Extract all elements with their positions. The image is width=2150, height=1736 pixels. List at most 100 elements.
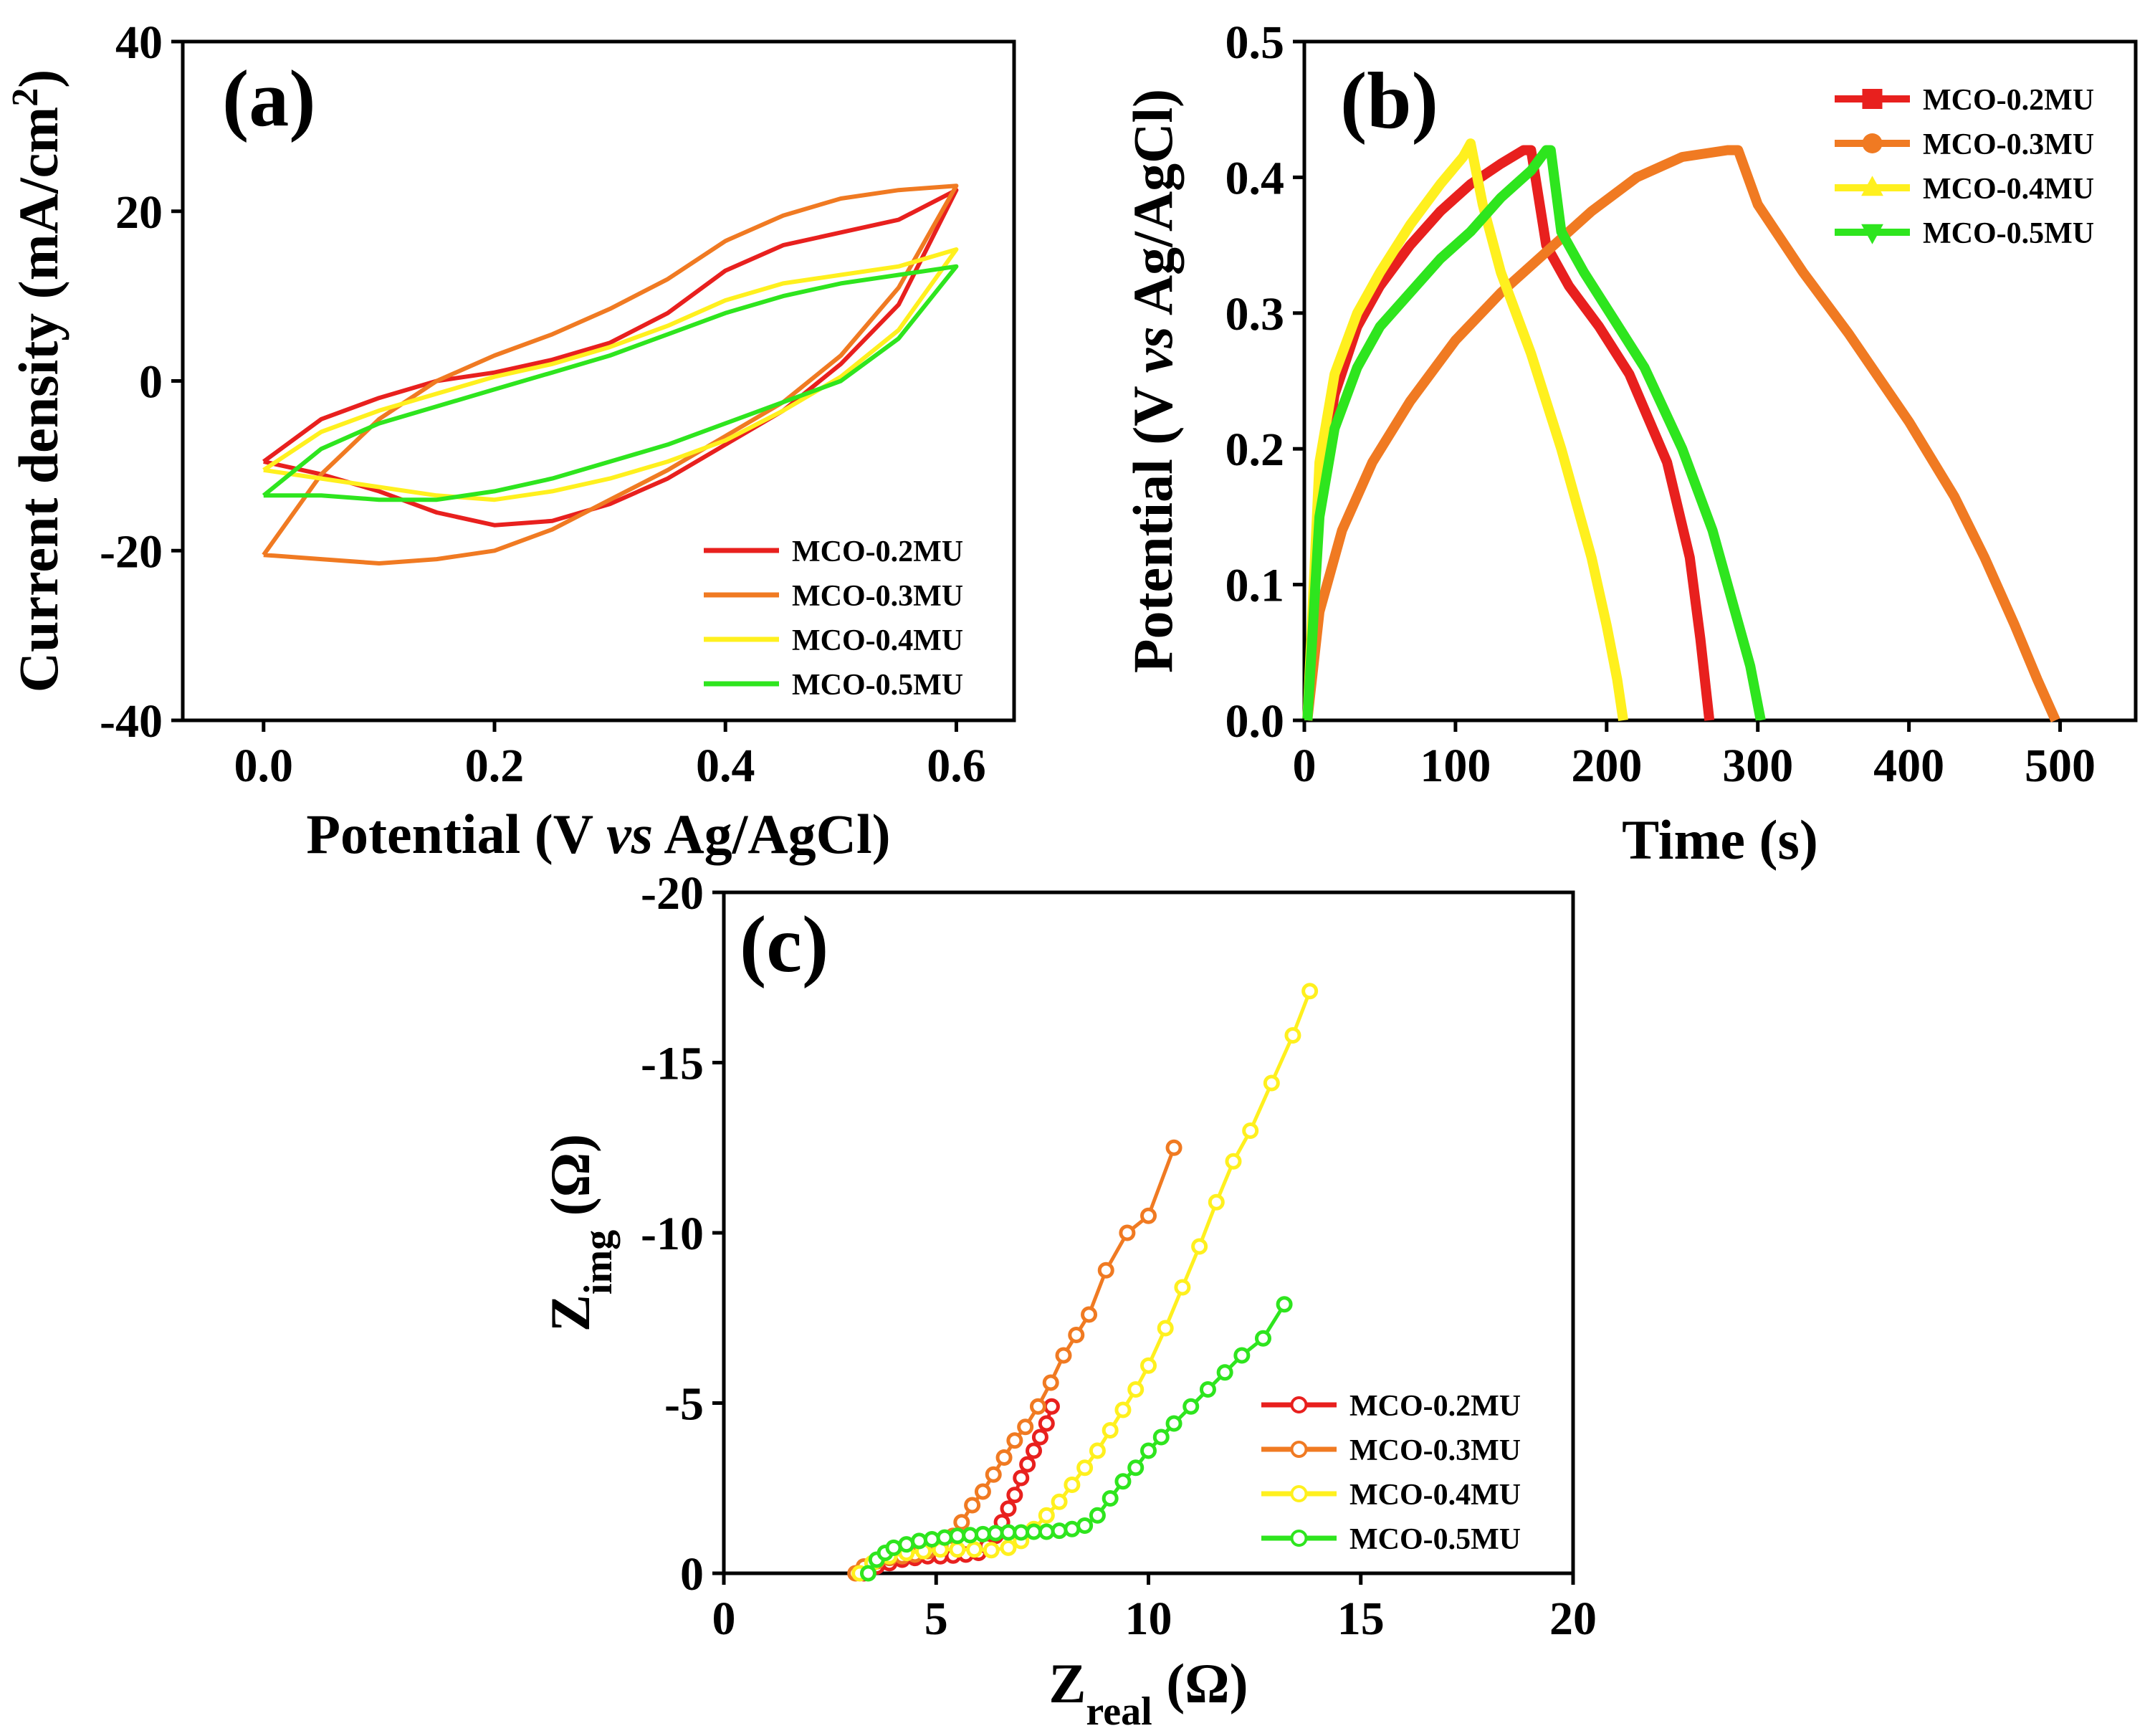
data-point (859, 1565, 876, 1582)
data-point (1157, 1320, 1174, 1337)
y-tick-label: -5 (664, 1378, 704, 1431)
data-point (953, 1514, 970, 1531)
series-line (262, 264, 959, 502)
panel-label: (b) (1340, 57, 1438, 146)
x-tick-label: 300 (1722, 740, 1793, 792)
x-tick-label: 100 (1420, 740, 1491, 792)
series-MCO-0.5MU (1302, 145, 1766, 722)
data-point (1119, 1224, 1136, 1241)
data-point (1038, 1507, 1055, 1524)
legend: MCO-0.2MU MCO-0.3MU MCO-0.4MU MCO-0.5MU (1835, 84, 2094, 250)
legend-item: MCO-0.2MU (1835, 84, 2094, 117)
legend-label: MCO-0.5MU (792, 669, 963, 702)
data-point (1029, 1398, 1046, 1415)
legend: MCO-0.2MU MCO-0.3MU MCO-0.4MU MCO-0.5MU (704, 535, 963, 702)
series-line (1302, 138, 1628, 722)
x-tick-label: 0.2 (465, 740, 525, 792)
x-tick-label: 400 (1873, 740, 1944, 792)
data-point (1006, 1432, 1023, 1449)
y-tick-label: 0 (680, 1548, 704, 1601)
series-MCO-0.3MU (1302, 145, 2060, 722)
data-point (1301, 983, 1319, 1000)
legend: MCO-0.2MU MCO-0.3MU MCO-0.4MU MCO-0.5MU (1261, 1390, 1521, 1556)
data-point (1140, 1442, 1157, 1459)
legend-item: MCO-0.4MU (1261, 1479, 1521, 1512)
series-line (1302, 145, 1766, 722)
data-point (1216, 1364, 1233, 1381)
plot-frame (1302, 39, 2138, 722)
data-point (1076, 1517, 1094, 1534)
y-tick-label: 0.5 (1226, 16, 1285, 69)
data-point (1276, 1296, 1293, 1313)
data-point (964, 1497, 981, 1514)
data-point (1165, 1415, 1182, 1432)
legend-item: MCO-0.3MU (1835, 128, 2094, 161)
legend-item: MCO-0.5MU (1261, 1523, 1521, 1556)
x-tick-label: 0 (1293, 740, 1317, 792)
series-line (859, 990, 1312, 1575)
legend-label: MCO-0.2MU (1923, 84, 2094, 117)
data-point (1097, 1262, 1114, 1279)
data-point (1013, 1524, 1030, 1541)
y-axis-label: Potential (V vs Ag/AgCl) (1122, 89, 1184, 673)
data-point (966, 1541, 983, 1558)
data-point (1038, 1523, 1055, 1540)
x-tick-label: 200 (1571, 740, 1642, 792)
y-tick-label: -15 (641, 1038, 704, 1090)
data-point (1182, 1398, 1200, 1415)
data-point (1233, 1347, 1251, 1364)
data-point (1263, 1074, 1280, 1092)
x-tick-label: 15 (1337, 1593, 1385, 1645)
series-MCO-0.5MU (262, 264, 959, 502)
data-point (1043, 1398, 1060, 1415)
legend-item: MCO-0.5MU (1835, 217, 2094, 250)
y-tick-label: 40 (115, 16, 163, 69)
data-point (1038, 1415, 1055, 1432)
x-tick-label: 0.4 (696, 740, 755, 792)
data-point (1242, 1122, 1259, 1139)
data-point (1081, 1306, 1098, 1323)
panel-label: (a) (222, 54, 316, 143)
x-tick-label: 20 (1549, 1593, 1597, 1645)
y-tick-label: 0.0 (1226, 695, 1285, 748)
x-axis-label: Zreal (Ω) (1048, 1652, 1248, 1734)
data-point (949, 1527, 966, 1545)
panel-b: 0 100 200 300 400 500 0.0 0.1 0.2 0.3 0.4 0.5 Time (… (1122, 16, 2138, 871)
data-point (1055, 1347, 1072, 1364)
legend-label: MCO-0.5MU (1349, 1523, 1521, 1556)
series-MCO-0.3MU (262, 183, 959, 566)
data-point (1042, 1374, 1059, 1391)
data-point (1165, 1139, 1182, 1156)
data-point (1089, 1442, 1106, 1459)
y-tick-label: 0.2 (1226, 424, 1285, 476)
data-point (885, 1539, 902, 1556)
data-point (1000, 1500, 1017, 1517)
y-tick-label: 0.4 (1226, 152, 1285, 204)
legend-label: MCO-0.3MU (792, 580, 963, 613)
series-MCO-0.4MU (851, 983, 1319, 1582)
series-MCO-0.5MU (859, 1296, 1293, 1582)
data-point (923, 1531, 940, 1547)
x-axis-label: Time (s) (1622, 809, 1818, 871)
series-line (1302, 145, 2060, 722)
series-line (262, 247, 959, 502)
panel-c: 0 5 10 15 20 0 -5 -10 -15 -20 Zreal (Ω) Zimg (Ω) (c)… (539, 867, 1597, 1734)
data-point (1076, 1459, 1094, 1477)
data-point (1051, 1522, 1068, 1540)
series-line (262, 183, 959, 566)
y-tick-label: 20 (115, 186, 163, 239)
y-tick-label: 0.1 (1226, 560, 1285, 612)
plot-frame (181, 39, 1016, 722)
legend-item: MCO-0.3MU (1261, 1434, 1521, 1467)
data-point (1254, 1330, 1271, 1347)
data-point (995, 1449, 1013, 1466)
data-point (1013, 1469, 1030, 1487)
series-MCO-0.4MU (262, 247, 959, 502)
y-axis-label: Current density (mA/cm2) (5, 70, 70, 692)
legend-item: MCO-0.3MU (704, 580, 963, 613)
x-axis-label: Potential (V vs Ag/AgCl) (306, 803, 890, 865)
data-point (1140, 1207, 1157, 1224)
legend-label: MCO-0.4MU (792, 624, 963, 657)
y-axis-label: Zimg (Ω) (539, 1134, 621, 1332)
